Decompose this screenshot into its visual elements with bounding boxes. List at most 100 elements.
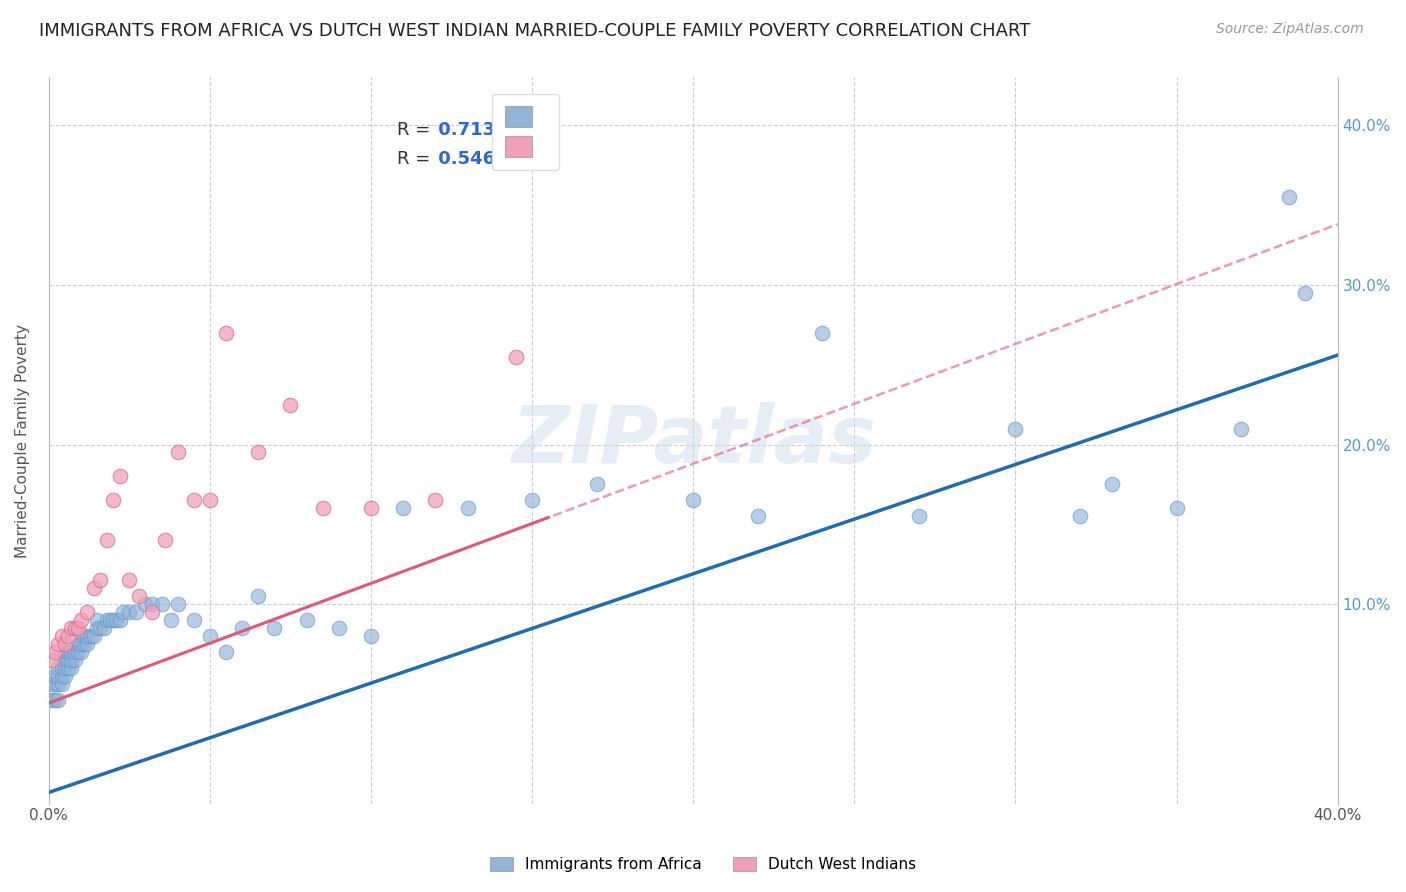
Point (41, 677, 63, 691)
Point (153, 533, 176, 548)
Point (280, 398, 302, 412)
Point (41, 653, 63, 667)
Point (53, 661, 76, 675)
Point (53, 637, 76, 651)
Point (56, 661, 79, 675)
Point (747, 509, 769, 524)
Point (103, 493, 125, 508)
Point (360, 629, 382, 643)
Point (425, 493, 447, 508)
Point (360, 501, 382, 516)
Text: R =: R = (396, 150, 436, 168)
Y-axis label: Married-Couple Family Poverty: Married-Couple Family Poverty (15, 324, 30, 558)
Point (103, 613, 125, 627)
Text: R =: R = (396, 121, 436, 139)
Point (457, 501, 479, 516)
Point (48, 661, 70, 675)
Point (108, 469, 131, 483)
Point (295, 613, 318, 627)
Text: ZIPatlas: ZIPatlas (510, 401, 876, 480)
Point (111, 605, 134, 619)
Text: 75: 75 (524, 121, 550, 139)
Point (98, 613, 121, 627)
Point (48, 693, 70, 707)
Point (70, 613, 93, 627)
Point (166, 597, 188, 611)
Point (60, 621, 83, 635)
Point (96, 533, 118, 548)
Text: 0.546: 0.546 (432, 150, 495, 168)
Point (118, 605, 141, 619)
Point (48, 669, 70, 683)
Point (51, 669, 73, 683)
Point (63, 653, 86, 667)
Point (70, 645, 93, 659)
Point (118, 573, 141, 587)
Point (141, 605, 163, 619)
Point (160, 613, 183, 627)
Point (56, 645, 79, 659)
Point (1166, 501, 1188, 516)
Point (44, 669, 66, 683)
Point (1101, 477, 1123, 491)
Point (76, 637, 98, 651)
Point (51, 661, 73, 675)
Point (56, 629, 79, 643)
Text: Source: ZipAtlas.com: Source: ZipAtlas.com (1216, 22, 1364, 37)
Point (682, 493, 704, 508)
Point (263, 621, 285, 635)
Point (89, 573, 111, 587)
Point (198, 629, 221, 643)
Legend: Immigrants from Africa, Dutch West Indians: Immigrants from Africa, Dutch West India… (482, 849, 924, 880)
Point (392, 501, 415, 516)
Point (73, 637, 96, 651)
Point (1230, 421, 1253, 435)
Point (48, 677, 70, 691)
Point (198, 493, 221, 508)
Point (215, 326, 238, 340)
Point (215, 645, 238, 659)
Point (520, 493, 543, 508)
Point (79, 629, 101, 643)
Point (86, 613, 108, 627)
Point (231, 621, 253, 635)
Legend: , : , (492, 94, 560, 169)
Text: 0.713: 0.713 (432, 121, 495, 139)
Text: 30: 30 (524, 150, 550, 168)
Point (66, 645, 89, 659)
Point (60, 645, 83, 659)
Point (73, 629, 96, 643)
Point (150, 597, 173, 611)
Point (44, 645, 66, 659)
Point (56, 653, 79, 667)
Point (128, 589, 150, 603)
Point (53, 645, 76, 659)
Point (96, 613, 118, 627)
Point (134, 597, 156, 611)
Point (76, 629, 98, 643)
Point (1294, 285, 1316, 300)
Point (1004, 421, 1026, 435)
Point (48, 637, 70, 651)
Point (63, 621, 86, 635)
Point (60, 661, 83, 675)
Point (811, 326, 834, 340)
Text: N =: N = (485, 150, 537, 168)
Point (125, 605, 148, 619)
Point (76, 605, 98, 619)
Point (907, 509, 929, 524)
Point (51, 677, 73, 691)
Point (247, 445, 270, 459)
Point (53, 669, 76, 683)
Point (44, 677, 66, 691)
Point (585, 477, 607, 491)
Point (183, 613, 205, 627)
Point (63, 645, 86, 659)
Point (66, 621, 89, 635)
Point (93, 621, 115, 635)
Point (41, 693, 63, 707)
Point (70, 637, 93, 651)
Point (247, 589, 270, 603)
Point (311, 501, 333, 516)
Point (89, 621, 111, 635)
